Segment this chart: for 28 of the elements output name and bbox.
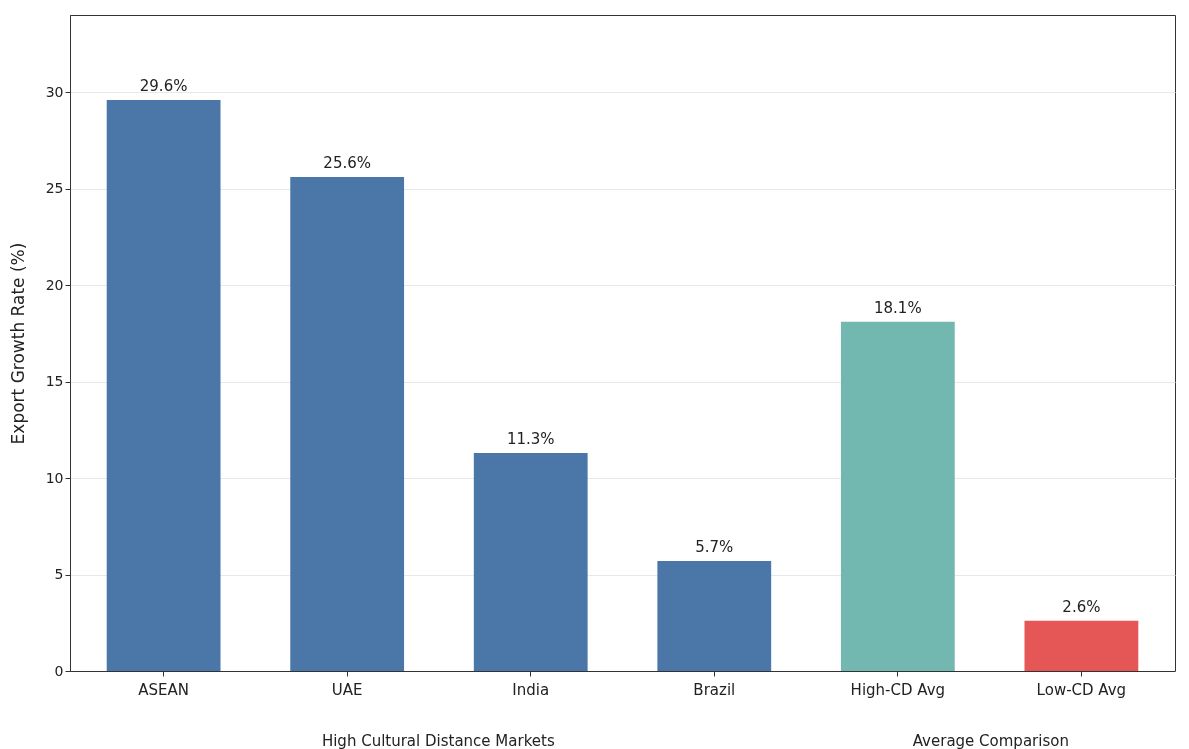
y-tick-label: 25 (45, 180, 64, 197)
bar (840, 321, 955, 671)
y-tick-label: 30 (45, 83, 64, 100)
bar (290, 177, 405, 671)
y-tick-label: 15 (45, 373, 64, 390)
data-label: 25.6% (323, 154, 371, 173)
x-tick-label: Low-CD Avg (1036, 680, 1127, 699)
x-tick-label: High-CD Avg (850, 680, 946, 699)
data-label: 2.6% (1062, 597, 1101, 616)
data-label: 29.6% (139, 76, 188, 95)
bar (657, 561, 772, 671)
bar (106, 99, 221, 671)
text: Average Comparison (912, 732, 1069, 749)
x-tick-label: UAE (331, 680, 363, 699)
x-tick-label: India (512, 680, 550, 699)
x-tick-label: Brazil (693, 680, 736, 699)
y-tick-label: 20 (45, 276, 64, 293)
bar (473, 452, 588, 671)
text: High Cultural Distance Markets (321, 732, 555, 749)
y-tick-label: 5 (54, 566, 64, 583)
y-tick-label: 0 (54, 662, 64, 679)
data-label: 18.1% (874, 298, 922, 317)
data-label: 5.7% (695, 538, 734, 557)
y-tick-label: 10 (45, 469, 64, 486)
data-label: 11.3% (506, 429, 555, 448)
bar (1024, 620, 1139, 671)
y-axis-title: Export Growth Rate (%) (7, 242, 28, 445)
x-tick-label: ASEAN (138, 680, 189, 699)
